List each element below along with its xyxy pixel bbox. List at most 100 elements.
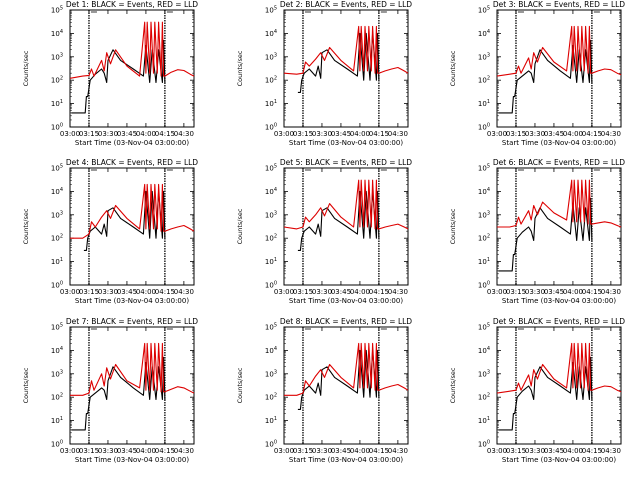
y-tick-exponent: 0 bbox=[60, 123, 63, 129]
y-tick-exponent: 3 bbox=[274, 210, 277, 216]
detector-panel: Det 7: BLACK = Events, RED = LLD10010110… bbox=[22, 317, 198, 464]
y-tick-label: 104 bbox=[265, 187, 277, 196]
x-tick-label: 03:00 bbox=[60, 288, 80, 296]
y-tick-label: 105 bbox=[51, 164, 63, 173]
y-tick-label: 101 bbox=[265, 257, 277, 266]
x-tick-label: 04:15 bbox=[155, 288, 175, 296]
x-tick-label: 03:15 bbox=[506, 288, 526, 296]
x-tick-label: 04:00 bbox=[350, 447, 370, 455]
y-tick-exponent: 5 bbox=[60, 323, 63, 329]
x-tick-label: 03:45 bbox=[331, 288, 351, 296]
y-tick-label: 105 bbox=[265, 164, 277, 173]
lld-series-line bbox=[496, 25, 622, 77]
y-tick-exponent: 0 bbox=[274, 281, 277, 287]
y-axis-title: Counts/sec bbox=[22, 367, 30, 403]
y-tick-exponent: 0 bbox=[487, 281, 490, 287]
y-tick-exponent: 5 bbox=[274, 6, 277, 12]
y-tick-exponent: 5 bbox=[60, 164, 63, 170]
x-tick-label: 04:30 bbox=[601, 130, 621, 138]
x-tick-label: 04:30 bbox=[601, 288, 621, 296]
x-tick-label: 04:15 bbox=[155, 130, 175, 138]
x-tick-label: 03:30 bbox=[312, 288, 332, 296]
x-axis-title: Start Time (03-Nov-04 03:00:00) bbox=[502, 297, 616, 305]
x-tick-label: 04:15 bbox=[155, 447, 175, 455]
plot-frame bbox=[283, 326, 409, 445]
plot-frame bbox=[69, 9, 195, 128]
x-tick-label: 03:00 bbox=[274, 447, 294, 455]
panel-title: Det 9: BLACK = Events, RED = LLD bbox=[493, 317, 625, 326]
y-tick-label: 101 bbox=[265, 99, 277, 108]
x-axis-title: Start Time (03-Nov-04 03:00:00) bbox=[75, 456, 189, 464]
y-tick-label: 101 bbox=[265, 416, 277, 425]
y-tick-label: 102 bbox=[478, 76, 490, 85]
x-tick-label: 03:15 bbox=[293, 130, 313, 138]
y-tick-label: 102 bbox=[478, 234, 490, 243]
events-series-line bbox=[498, 197, 593, 272]
x-axis-title: Start Time (03-Nov-04 03:00:00) bbox=[289, 456, 403, 464]
x-tick-label: 03:30 bbox=[312, 447, 332, 455]
y-tick-label: 105 bbox=[478, 323, 490, 332]
y-tick-label: 101 bbox=[51, 99, 63, 108]
y-tick-exponent: 4 bbox=[60, 29, 63, 35]
y-tick-exponent: 0 bbox=[487, 123, 490, 129]
detector-panel: Det 6: BLACK = Events, RED = LLD10010110… bbox=[449, 158, 625, 305]
y-tick-exponent: 3 bbox=[274, 369, 277, 375]
y-tick-exponent: 5 bbox=[274, 323, 277, 329]
x-tick-label: 03:30 bbox=[98, 288, 118, 296]
y-tick-label: 104 bbox=[478, 346, 490, 355]
x-axis-title: Start Time (03-Nov-04 03:00:00) bbox=[75, 297, 189, 305]
y-tick-exponent: 5 bbox=[60, 6, 63, 12]
y-tick-exponent: 2 bbox=[274, 393, 277, 399]
y-tick-label: 100 bbox=[265, 123, 277, 132]
detector-panel: Det 3: BLACK = Events, RED = LLD10010110… bbox=[449, 0, 625, 147]
y-tick-label: 105 bbox=[478, 164, 490, 173]
y-tick-exponent: 2 bbox=[487, 393, 490, 399]
y-axis-title: Counts/sec bbox=[449, 367, 457, 403]
y-tick-exponent: 4 bbox=[274, 346, 277, 352]
lld-series-line bbox=[69, 21, 195, 79]
y-tick-label: 100 bbox=[51, 281, 63, 290]
y-tick-exponent: 4 bbox=[60, 346, 63, 352]
y-tick-exponent: 2 bbox=[60, 76, 63, 82]
y-tick-label: 100 bbox=[265, 281, 277, 290]
x-tick-label: 04:15 bbox=[582, 447, 602, 455]
y-tick-exponent: 3 bbox=[60, 369, 63, 375]
events-series-line bbox=[71, 39, 166, 114]
y-tick-label: 102 bbox=[478, 393, 490, 402]
x-tick-label: 03:45 bbox=[544, 288, 564, 296]
lld-series-line bbox=[70, 183, 195, 239]
x-tick-label: 03:15 bbox=[506, 130, 526, 138]
y-tick-label: 104 bbox=[478, 187, 490, 196]
y-tick-label: 105 bbox=[478, 6, 490, 15]
x-tick-label: 03:15 bbox=[79, 130, 99, 138]
y-tick-label: 103 bbox=[478, 210, 490, 219]
x-tick-label: 04:00 bbox=[136, 447, 156, 455]
y-tick-label: 102 bbox=[51, 76, 63, 85]
y-tick-label: 103 bbox=[51, 369, 63, 378]
x-tick-label: 04:30 bbox=[388, 447, 408, 455]
x-tick-label: 03:15 bbox=[79, 447, 99, 455]
detector-panel: Det 8: BLACK = Events, RED = LLD10010110… bbox=[236, 317, 412, 464]
x-tick-label: 03:15 bbox=[506, 447, 526, 455]
detector-panel: Det 1: BLACK = Events, RED = LLD10010110… bbox=[22, 0, 198, 147]
x-tick-label: 04:30 bbox=[388, 288, 408, 296]
y-tick-exponent: 2 bbox=[487, 76, 490, 82]
y-tick-exponent: 4 bbox=[274, 187, 277, 193]
x-tick-label: 04:00 bbox=[350, 130, 370, 138]
y-tick-exponent: 0 bbox=[60, 440, 63, 446]
y-tick-exponent: 0 bbox=[487, 440, 490, 446]
y-tick-exponent: 5 bbox=[487, 323, 490, 329]
x-tick-label: 03:00 bbox=[274, 130, 294, 138]
x-axis-title: Start Time (03-Nov-04 03:00:00) bbox=[75, 139, 189, 147]
y-tick-exponent: 1 bbox=[487, 257, 490, 263]
y-tick-label: 102 bbox=[265, 76, 277, 85]
x-tick-label: 03:30 bbox=[525, 288, 545, 296]
y-tick-exponent: 3 bbox=[487, 52, 490, 58]
x-tick-label: 03:45 bbox=[544, 130, 564, 138]
y-tick-label: 103 bbox=[478, 52, 490, 61]
x-tick-label: 03:45 bbox=[117, 447, 137, 455]
y-tick-exponent: 2 bbox=[274, 76, 277, 82]
x-tick-label: 03:45 bbox=[331, 447, 351, 455]
y-tick-exponent: 4 bbox=[487, 29, 490, 35]
